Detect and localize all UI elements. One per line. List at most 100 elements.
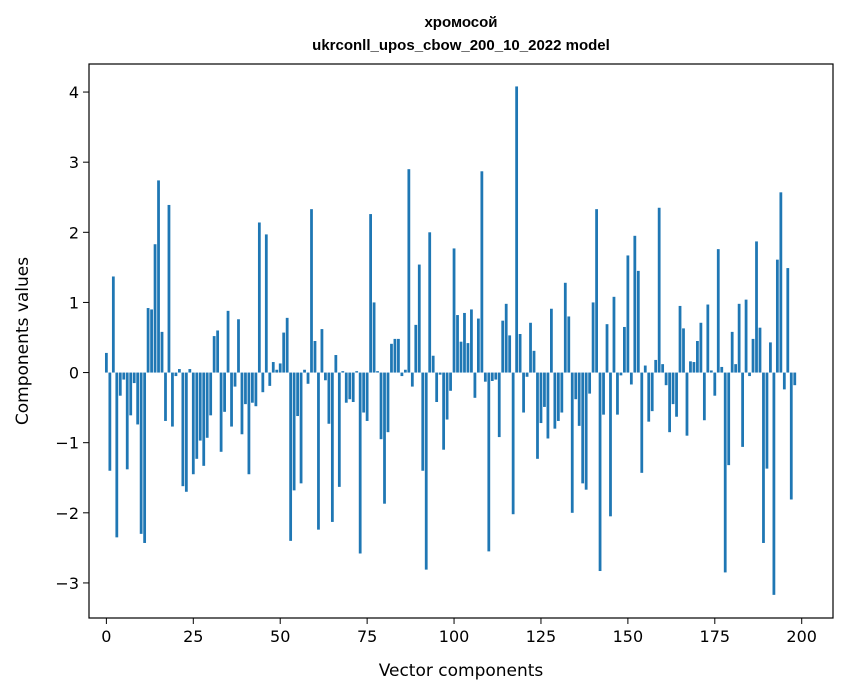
bar-component-73 — [358, 372, 362, 554]
bar-component-12 — [146, 308, 150, 373]
bar-component-38 — [237, 319, 240, 373]
bar-component-173 — [706, 304, 710, 373]
bar-component-107 — [476, 318, 480, 373]
bar-component-120 — [522, 372, 525, 413]
bar-component-81 — [386, 372, 390, 433]
bar-component-20 — [174, 372, 178, 377]
bar-component-18 — [167, 204, 171, 373]
bar-component-179 — [727, 372, 731, 466]
bar-component-102 — [459, 341, 463, 373]
bar-component-76 — [369, 214, 372, 373]
bar-component-195 — [782, 372, 786, 390]
x-tick-label: 150 — [613, 627, 644, 646]
bar-component-0 — [104, 352, 108, 373]
bar-component-31 — [212, 336, 216, 373]
bar-component-170 — [696, 341, 699, 373]
bar-component-130 — [556, 372, 560, 421]
bar-component-64 — [327, 372, 331, 424]
bar-component-165 — [678, 305, 682, 373]
bar-component-169 — [692, 362, 696, 373]
x-axis-ticks: 0 25 50 75 100 125 150 175 200 — [101, 618, 817, 646]
bar-component-51 — [282, 332, 286, 373]
bar-component-150 — [626, 255, 630, 373]
bar-component-113 — [497, 372, 501, 438]
bar-component-36 — [230, 372, 233, 427]
bar-component-155 — [643, 365, 647, 373]
bar-component-53 — [289, 372, 293, 541]
bar-component-37 — [233, 372, 237, 387]
bar-component-176 — [716, 249, 720, 373]
bar-component-198 — [793, 372, 797, 386]
bar-component-56 — [299, 372, 303, 484]
bar-component-2 — [111, 276, 115, 373]
bar-component-111 — [490, 372, 494, 381]
bar-component-5 — [122, 372, 126, 380]
bar-component-161 — [664, 372, 668, 386]
bar-component-128 — [550, 308, 553, 373]
bar-component-129 — [553, 372, 557, 429]
bar-component-194 — [779, 192, 783, 373]
bar-component-41 — [247, 372, 251, 475]
bar-component-146 — [612, 296, 616, 373]
bar-component-164 — [675, 372, 678, 417]
bar-component-151 — [629, 372, 633, 385]
x-axis-label: Vector components — [379, 661, 544, 681]
bar-component-180 — [730, 331, 734, 373]
y-tick-label: 3 — [69, 153, 79, 172]
bar-component-140 — [591, 302, 595, 373]
y-tick-label: −3 — [55, 574, 79, 593]
bar-component-162 — [668, 372, 671, 433]
bar-component-126 — [543, 372, 546, 407]
bar-component-9 — [136, 372, 140, 425]
bar-component-110 — [487, 372, 491, 552]
bar-component-182 — [737, 303, 741, 373]
bar-component-166 — [682, 328, 685, 373]
bar-component-49 — [275, 369, 279, 373]
x-tick-label: 100 — [439, 627, 470, 646]
bar-component-99 — [449, 372, 452, 391]
bar-component-65 — [330, 372, 334, 522]
bar-component-138 — [584, 372, 588, 490]
bar-component-84 — [397, 338, 400, 373]
y-tick-label: 1 — [69, 293, 79, 312]
bar-component-156 — [647, 372, 651, 422]
bar-component-66 — [334, 355, 338, 373]
bar-component-97 — [442, 372, 446, 450]
bar-component-141 — [595, 209, 598, 373]
bar-component-30 — [209, 372, 213, 416]
bar-component-79 — [379, 372, 383, 440]
bar-component-193 — [775, 259, 779, 373]
bar-component-189 — [762, 372, 765, 543]
bar-component-94 — [431, 355, 435, 373]
y-axis-label: Components values — [13, 257, 33, 425]
bar-component-167 — [685, 372, 689, 436]
bar-component-59 — [310, 209, 313, 373]
bar-component-86 — [403, 369, 407, 373]
bar-component-11 — [143, 372, 147, 543]
bar-component-171 — [699, 322, 703, 373]
bar-component-7 — [129, 372, 133, 416]
chart-title: хромосой — [424, 14, 497, 31]
bar-component-58 — [306, 372, 310, 384]
chart-subtitle: ukrconll_upos_cbow_200_10_2022 model — [312, 37, 610, 54]
bar-component-74 — [362, 372, 366, 413]
bar-component-28 — [202, 372, 206, 466]
bar-component-157 — [650, 372, 654, 412]
bar-component-24 — [188, 369, 192, 373]
bar-component-45 — [261, 372, 265, 393]
y-tick-label: 4 — [69, 83, 79, 102]
bar-component-75 — [365, 372, 369, 421]
bar-component-187 — [755, 241, 758, 373]
x-tick-label: 0 — [101, 627, 111, 646]
bar-component-43 — [254, 372, 258, 407]
bar-component-196 — [786, 268, 790, 373]
bar-component-80 — [383, 372, 386, 504]
bar-component-144 — [605, 324, 609, 373]
bar-component-101 — [456, 315, 459, 373]
y-tick-label: 0 — [69, 364, 79, 383]
bar-component-188 — [758, 327, 762, 373]
bar-component-35 — [226, 310, 230, 373]
bar-component-47 — [268, 372, 272, 386]
x-tick-label: 200 — [786, 627, 817, 646]
